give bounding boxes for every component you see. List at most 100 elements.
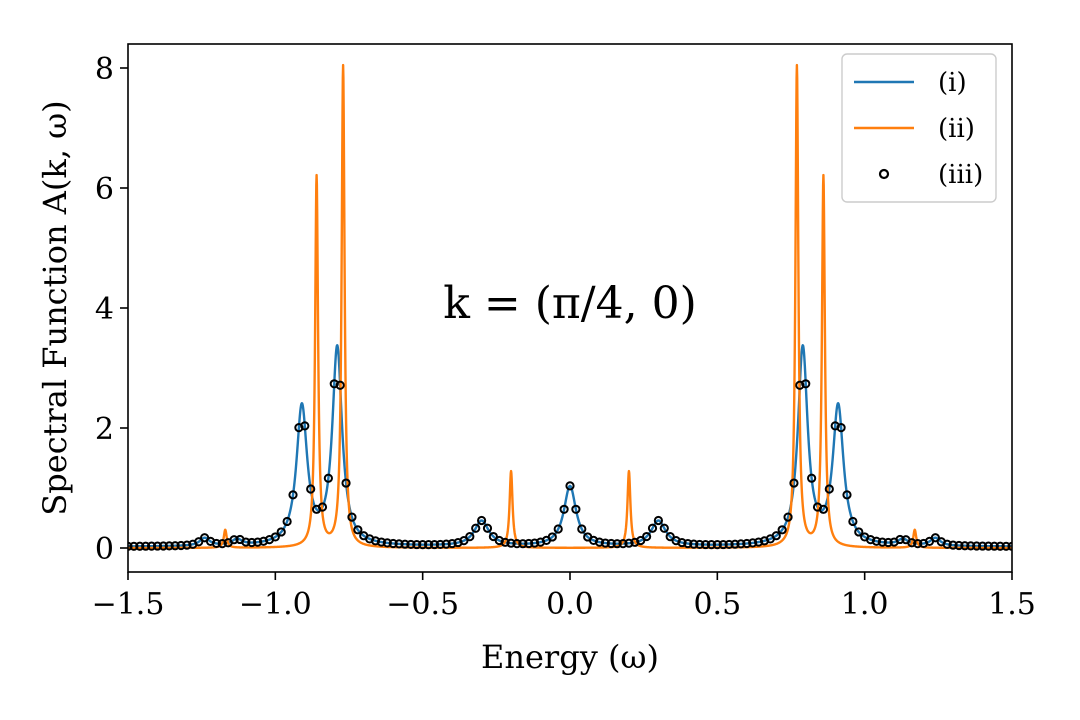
data-point [176, 540, 186, 551]
y-tick-label: 8 [95, 52, 114, 87]
data-point [736, 539, 746, 549]
data-point [400, 539, 410, 549]
data-point [170, 541, 180, 551]
data-point [323, 473, 333, 483]
data-point [229, 535, 239, 545]
data-point [683, 538, 693, 549]
data-point [836, 423, 846, 433]
x-tick-label: −1.5 [92, 587, 165, 622]
data-point [518, 539, 528, 549]
data-point [506, 538, 516, 548]
y-tick-label: 2 [95, 412, 114, 447]
data-point [753, 537, 764, 547]
data-point [530, 538, 540, 548]
data-point [960, 541, 970, 551]
data-point [471, 523, 481, 533]
data-point [1001, 541, 1011, 551]
data-point [983, 541, 994, 551]
data-point [270, 532, 280, 542]
data-point [742, 538, 752, 549]
data-point [382, 538, 392, 548]
data-point [306, 484, 316, 494]
x-tick-label: −0.5 [386, 587, 459, 622]
data-point [842, 490, 852, 500]
data-point [695, 539, 705, 550]
data-point [624, 538, 634, 548]
y-tick-label: 6 [95, 172, 114, 207]
data-point [335, 380, 345, 390]
series-markers-2 [128, 379, 1012, 551]
data-point [771, 531, 781, 541]
y-tick-label: 4 [95, 292, 114, 327]
data-point [789, 478, 799, 488]
data-point [524, 538, 534, 549]
series-line-1 [128, 63, 1012, 550]
y-axis-label: Spectral Function A(k, ω) [36, 100, 74, 515]
data-point [995, 541, 1005, 551]
data-point [182, 540, 192, 550]
annotation-k-point: k = (π/4, 0) [443, 278, 697, 329]
data-point [848, 516, 858, 527]
series-line-0 [128, 344, 1012, 548]
data-point [135, 541, 145, 551]
data-point [571, 504, 581, 514]
data-point [642, 531, 652, 542]
legend-label-iii: (iii) [938, 160, 983, 190]
x-axis-label: Energy (ω) [481, 638, 659, 676]
data-point [612, 539, 622, 549]
data-point [435, 539, 445, 550]
data-point [276, 527, 286, 537]
data-point [966, 541, 976, 551]
legend: (i) (ii) (iii) [841, 53, 997, 203]
data-point [801, 379, 811, 389]
data-point [547, 532, 557, 542]
plot-area [127, 43, 1013, 573]
data-point [854, 527, 864, 537]
x-tick-label: −1.0 [239, 587, 312, 622]
data-point [164, 541, 174, 551]
data-point [913, 539, 923, 549]
data-point [194, 537, 204, 547]
data-point [388, 538, 398, 549]
data-point [241, 537, 251, 547]
data-point [777, 525, 787, 535]
data-point [512, 539, 522, 549]
data-point [406, 539, 416, 550]
data-point [282, 516, 292, 527]
data-point [807, 473, 817, 483]
x-tick-label: 1.5 [988, 587, 1036, 622]
x-tick-label: 0.0 [546, 587, 594, 622]
data-point [877, 537, 887, 547]
series-layer [128, 63, 1012, 551]
data-point [253, 537, 263, 547]
data-point [353, 525, 363, 535]
data-point [706, 540, 717, 550]
data-point [158, 541, 168, 551]
data-point [907, 538, 917, 548]
data-point [659, 523, 669, 533]
data-point [665, 532, 675, 542]
data-point [347, 512, 357, 522]
data-point [677, 537, 687, 548]
data-point [724, 539, 734, 550]
data-point [948, 540, 958, 550]
data-point [317, 502, 328, 512]
data-point [482, 523, 493, 533]
data-point [423, 540, 434, 550]
legend-label-ii: (ii) [938, 114, 975, 144]
data-point [429, 539, 440, 550]
data-point [370, 536, 381, 546]
data-point [447, 538, 457, 549]
data-point [500, 537, 510, 547]
data-point [989, 541, 999, 551]
x-tick-label: 1.0 [841, 587, 889, 622]
data-point [152, 541, 163, 551]
data-point [647, 523, 658, 533]
data-point [300, 421, 310, 431]
data-point [895, 534, 905, 545]
data-point [559, 504, 569, 514]
data-point [459, 536, 469, 546]
data-point [594, 537, 605, 547]
data-point [783, 512, 793, 522]
